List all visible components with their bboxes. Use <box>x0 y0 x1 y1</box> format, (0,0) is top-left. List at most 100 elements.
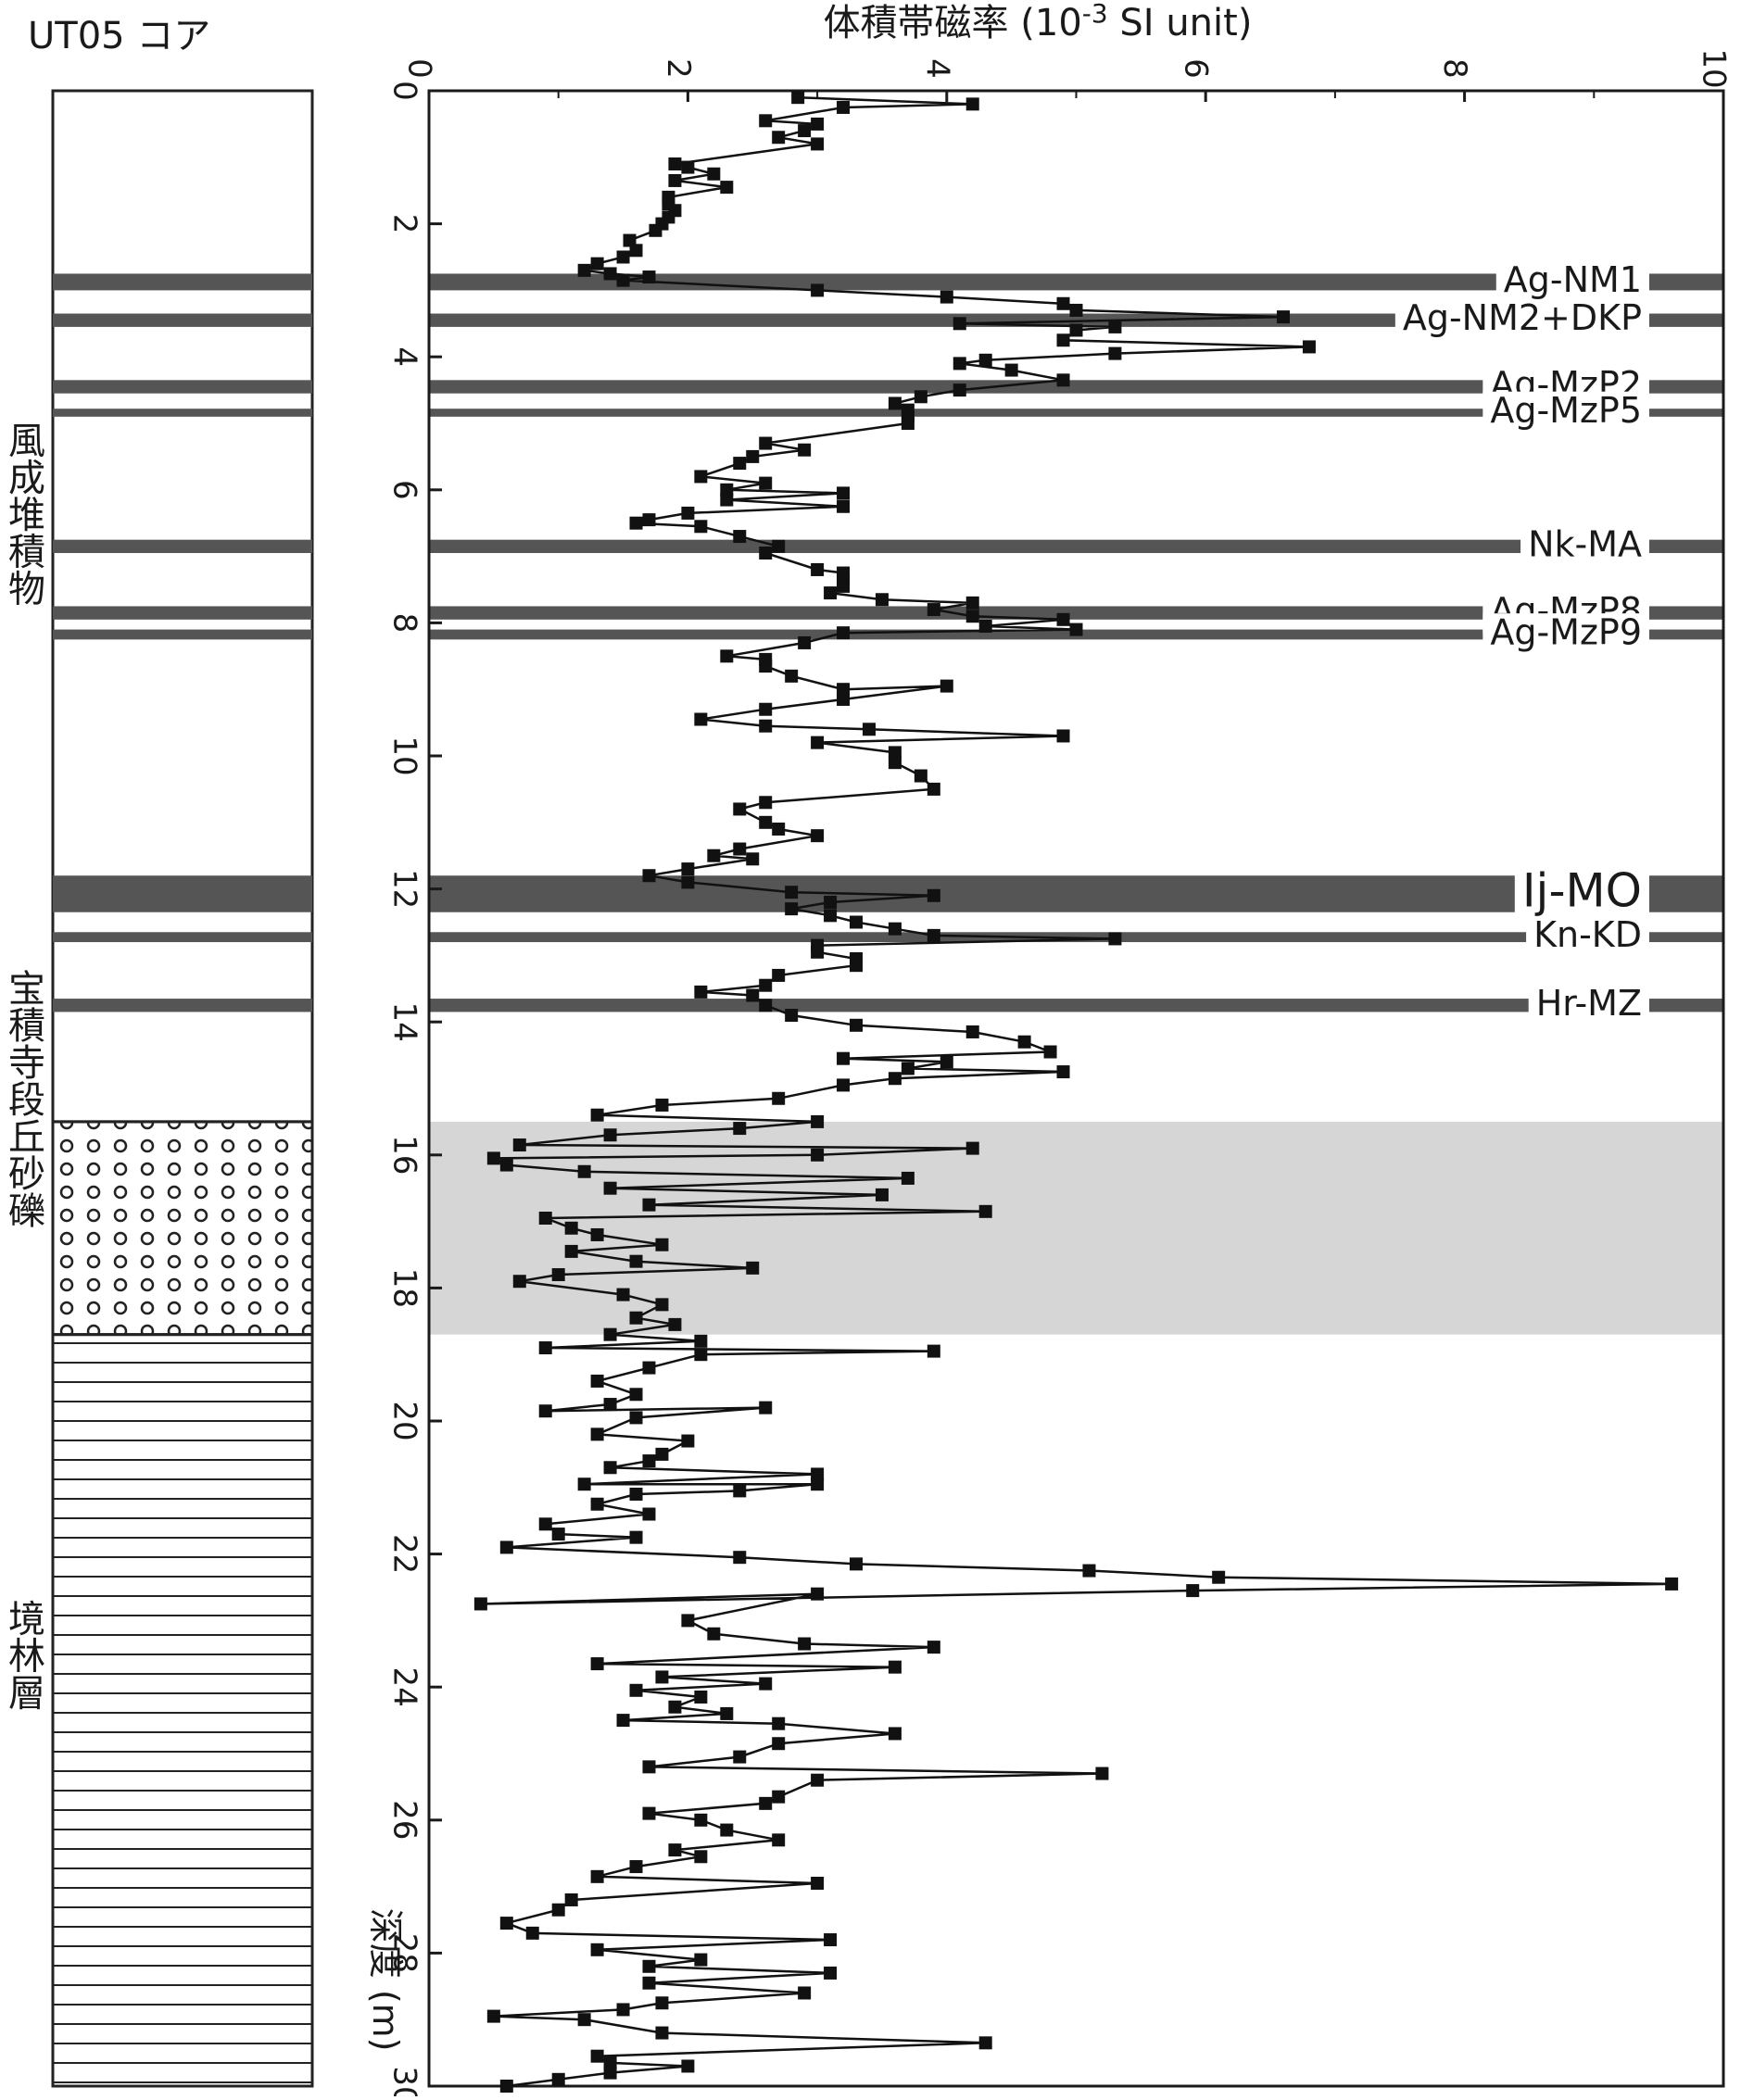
tephra-label-bg <box>1528 984 1649 1027</box>
data-point <box>811 945 825 959</box>
data-point <box>707 849 721 862</box>
y-tick-label: 28 <box>386 1933 423 1973</box>
core-title: UT05 コア <box>28 15 210 57</box>
y-tick-label: 0 <box>386 81 423 101</box>
data-point <box>888 756 902 770</box>
data-point <box>642 1361 656 1375</box>
data-point <box>564 1893 578 1906</box>
tephra-band <box>429 409 1723 417</box>
tephra-label-bg <box>1520 525 1649 568</box>
data-point <box>668 1317 682 1331</box>
data-point <box>642 869 656 883</box>
strat-unit-2 <box>51 1120 314 1337</box>
column-tephra-band <box>53 875 312 912</box>
data-point <box>707 167 721 181</box>
data-point <box>525 1926 539 1940</box>
strat-unit-label: 境林層 <box>2 1599 44 1710</box>
tephra-label: Ij-MO <box>1522 863 1642 917</box>
data-point <box>694 1348 708 1362</box>
tephra-label-bg <box>1394 298 1649 342</box>
x-tick-label: 6 <box>1178 58 1215 79</box>
data-point <box>486 2009 500 2023</box>
tephra-label-bg <box>1526 915 1649 959</box>
y-tick-label: 24 <box>386 1667 423 1707</box>
tephra-band <box>429 606 1723 620</box>
data-point <box>965 610 979 623</box>
data-point <box>538 1404 552 1418</box>
data-point <box>668 157 682 170</box>
data-point <box>486 1151 500 1165</box>
data-point <box>1082 1564 1096 1578</box>
data-point <box>811 283 825 297</box>
data-point <box>1095 1767 1109 1780</box>
data-point <box>888 1660 902 1674</box>
data-point <box>694 1690 708 1704</box>
column-tephra-band <box>53 606 312 620</box>
data-point <box>759 978 773 992</box>
data-point <box>629 1388 643 1402</box>
data-point <box>1056 333 1070 347</box>
data-point <box>616 1288 630 1301</box>
column-tephra-band <box>53 409 312 417</box>
data-point <box>655 1996 669 2010</box>
tephra-label-bg <box>1482 391 1649 434</box>
data-point <box>577 1164 591 1178</box>
data-point <box>978 2036 992 2050</box>
data-point <box>888 746 902 760</box>
data-point <box>772 1737 786 1751</box>
data-point <box>720 1823 734 1837</box>
data-point <box>694 1850 708 1864</box>
data-point <box>811 137 825 151</box>
data-point <box>590 1427 604 1441</box>
data-point <box>824 1966 838 1980</box>
data-point <box>824 895 838 909</box>
y-tick-label: 26 <box>386 1800 423 1840</box>
data-point <box>655 1670 669 1684</box>
data-point <box>850 1018 864 1032</box>
y-tick-label: 22 <box>386 1534 423 1574</box>
data-point <box>965 596 979 610</box>
data-point <box>759 476 773 490</box>
data-point <box>940 679 953 693</box>
tephra-label: Nk-MA <box>1528 523 1642 564</box>
data-point <box>1186 1584 1200 1598</box>
data-point <box>798 635 812 649</box>
data-point <box>499 1540 513 1554</box>
data-point <box>694 985 708 999</box>
data-point <box>759 547 773 560</box>
data-point <box>798 1637 812 1651</box>
y-tick-label: 2 <box>386 214 423 234</box>
data-point <box>824 909 838 923</box>
data-point <box>733 1484 747 1498</box>
data-point <box>927 928 940 942</box>
data-point <box>603 1327 617 1341</box>
data-point <box>759 815 773 829</box>
data-point <box>668 1700 682 1714</box>
data-point <box>642 1806 656 1820</box>
data-point <box>564 1244 578 1258</box>
data-point <box>965 1141 979 1155</box>
y-tick-label: 12 <box>386 869 423 909</box>
data-point <box>798 124 812 138</box>
data-point <box>590 1943 604 1956</box>
data-point <box>862 723 876 736</box>
data-point <box>759 719 773 733</box>
data-point <box>733 1750 747 1764</box>
column-tephra-band <box>53 313 312 327</box>
y-tick-label: 16 <box>386 1135 423 1175</box>
data-point <box>694 1953 708 1967</box>
data-point <box>772 1790 786 1804</box>
strat-unit-label: 宝積寺段丘砂礫 <box>2 969 45 1228</box>
data-point <box>811 736 825 749</box>
y-tick-label: 6 <box>386 480 423 500</box>
data-point <box>1069 303 1083 317</box>
data-point <box>927 1344 940 1358</box>
data-point <box>837 1051 851 1065</box>
data-point <box>811 1114 825 1128</box>
strat-unit-3 <box>51 1333 314 2088</box>
data-point <box>1108 932 1122 946</box>
data-point <box>837 1078 851 1092</box>
data-point <box>629 1254 643 1268</box>
data-point <box>1043 1045 1057 1059</box>
